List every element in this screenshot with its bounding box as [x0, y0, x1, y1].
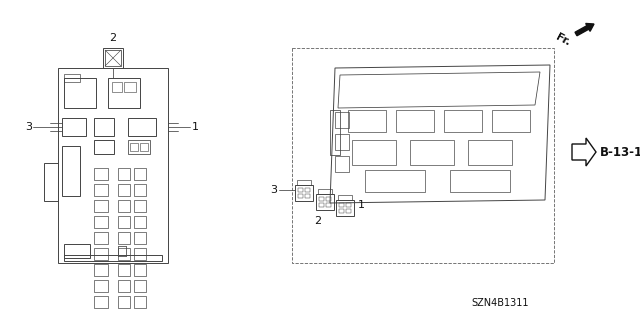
- Bar: [94, 264, 108, 276]
- Bar: [134, 184, 146, 196]
- Bar: [94, 168, 108, 180]
- Bar: [118, 184, 130, 196]
- Bar: [118, 232, 130, 244]
- Bar: [94, 248, 108, 260]
- Bar: [336, 200, 354, 216]
- Bar: [118, 264, 130, 276]
- Bar: [140, 143, 148, 151]
- Text: 1: 1: [192, 122, 199, 132]
- Bar: [339, 203, 344, 207]
- Bar: [492, 110, 530, 132]
- Bar: [305, 194, 310, 198]
- Bar: [335, 112, 349, 128]
- Bar: [316, 194, 334, 210]
- Bar: [352, 140, 396, 165]
- Bar: [348, 110, 386, 132]
- Bar: [305, 188, 310, 192]
- Bar: [118, 216, 130, 228]
- Bar: [105, 50, 121, 66]
- Text: 2: 2: [109, 33, 116, 43]
- Bar: [298, 188, 303, 192]
- Bar: [62, 146, 80, 196]
- Bar: [326, 203, 331, 207]
- Bar: [365, 170, 425, 192]
- Bar: [297, 180, 311, 185]
- Bar: [94, 118, 114, 136]
- Bar: [118, 168, 130, 180]
- Bar: [292, 48, 554, 263]
- Bar: [346, 209, 351, 213]
- Bar: [94, 280, 108, 292]
- Text: 3: 3: [25, 122, 32, 132]
- Bar: [134, 248, 146, 260]
- Bar: [339, 209, 344, 213]
- Bar: [94, 296, 108, 308]
- Text: Fr.: Fr.: [554, 32, 572, 48]
- Text: SZN4B1311: SZN4B1311: [471, 298, 529, 308]
- Bar: [64, 78, 96, 108]
- Bar: [118, 296, 130, 308]
- FancyArrow shape: [575, 24, 594, 36]
- Bar: [134, 280, 146, 292]
- Bar: [410, 140, 454, 165]
- Bar: [94, 216, 108, 228]
- Bar: [118, 248, 130, 260]
- Bar: [118, 200, 130, 212]
- Bar: [444, 110, 482, 132]
- Bar: [450, 170, 510, 192]
- Bar: [124, 82, 136, 92]
- Bar: [64, 244, 90, 258]
- Bar: [134, 168, 146, 180]
- Text: B-13-10: B-13-10: [600, 145, 640, 159]
- Text: 1: 1: [358, 200, 365, 210]
- Bar: [128, 140, 150, 154]
- Bar: [94, 184, 108, 196]
- Bar: [335, 156, 349, 172]
- Bar: [326, 197, 331, 201]
- Bar: [346, 203, 351, 207]
- Bar: [44, 163, 58, 201]
- Bar: [298, 194, 303, 198]
- Bar: [94, 200, 108, 212]
- Bar: [130, 143, 138, 151]
- Bar: [319, 197, 324, 201]
- Bar: [468, 140, 512, 165]
- Bar: [134, 200, 146, 212]
- Bar: [319, 203, 324, 207]
- Bar: [134, 296, 146, 308]
- Bar: [64, 74, 80, 82]
- Text: 2: 2: [314, 216, 321, 226]
- Bar: [134, 232, 146, 244]
- Bar: [94, 140, 114, 154]
- Bar: [108, 78, 140, 108]
- Bar: [112, 82, 122, 92]
- Bar: [338, 195, 352, 200]
- Text: 3: 3: [270, 185, 277, 195]
- Bar: [58, 68, 168, 263]
- Bar: [134, 216, 146, 228]
- Bar: [335, 134, 349, 150]
- Bar: [62, 118, 86, 136]
- Bar: [318, 189, 332, 194]
- Bar: [128, 118, 156, 136]
- Bar: [103, 48, 123, 68]
- Bar: [134, 264, 146, 276]
- Bar: [295, 185, 313, 201]
- Bar: [64, 255, 162, 261]
- Bar: [396, 110, 434, 132]
- Bar: [94, 232, 108, 244]
- Bar: [118, 280, 130, 292]
